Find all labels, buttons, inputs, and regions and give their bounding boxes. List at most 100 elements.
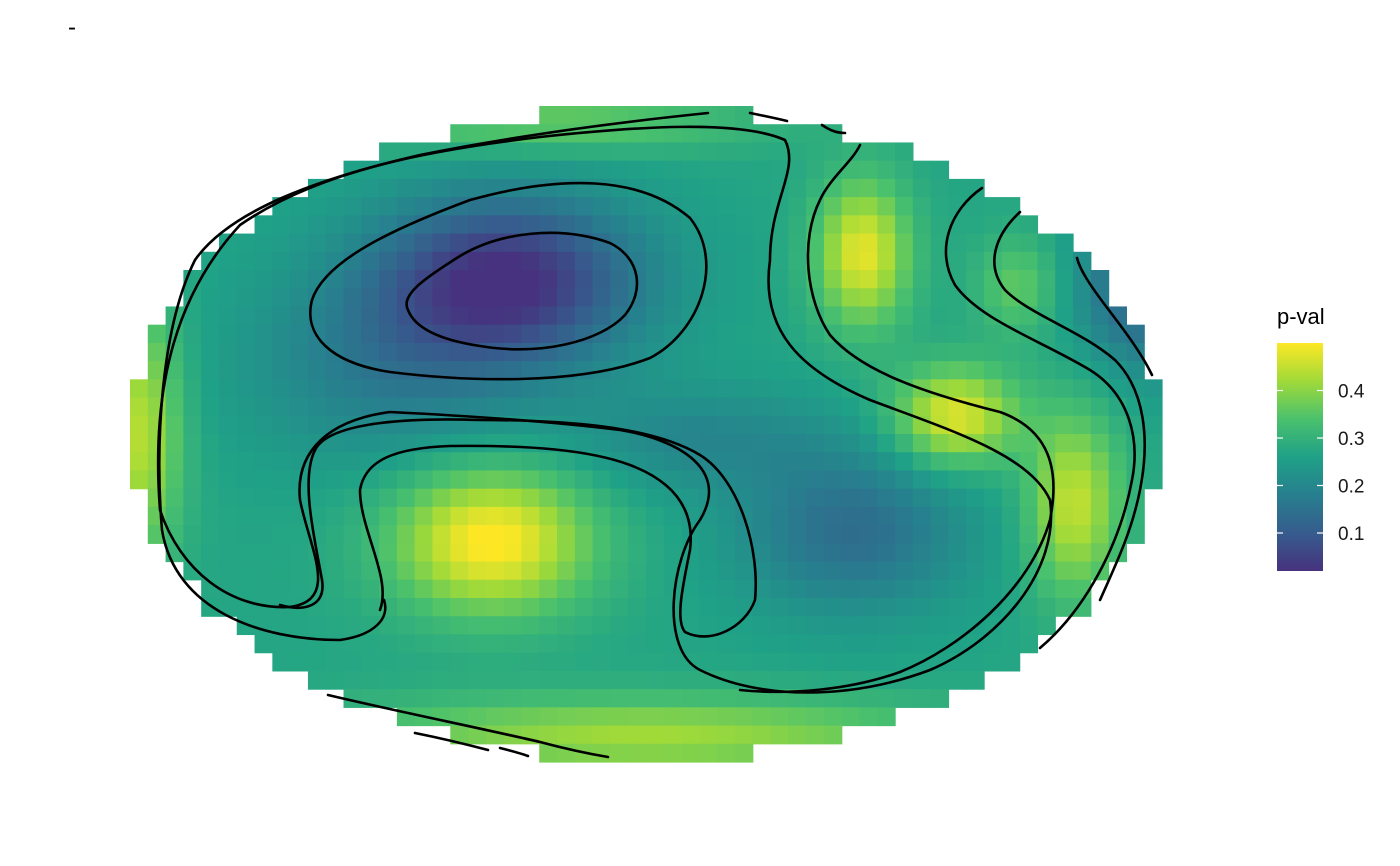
heatmap-cell [325, 215, 345, 235]
heatmap-cell [823, 707, 843, 727]
heatmap-cell [1055, 306, 1074, 326]
heatmap-cell [343, 233, 362, 253]
heatmap-cell [503, 689, 523, 708]
heatmap-cell [201, 561, 220, 581]
heatmap-cell [628, 160, 647, 180]
heatmap-cell [432, 616, 451, 636]
heatmap-cell [521, 342, 540, 362]
heatmap-cell [1090, 270, 1110, 289]
legend-colorbar [1277, 343, 1323, 571]
heatmap-cell [699, 178, 718, 198]
legend: p-val 0.1 0.2 0.3 0.4 [1277, 304, 1365, 571]
heatmap-cell [895, 689, 914, 708]
heatmap-cell [770, 707, 789, 727]
heatmap-cell [752, 434, 772, 453]
heatmap-cell [468, 670, 487, 690]
heatmap-cell [592, 743, 612, 763]
heatmap-cell [1055, 397, 1074, 417]
heatmap-cell [396, 233, 416, 253]
heatmap-cell [734, 251, 754, 271]
heatmap-cell [984, 415, 1003, 435]
heatmap-cell [468, 361, 487, 380]
heatmap-cell [895, 670, 914, 690]
heatmap-cell [663, 106, 683, 125]
heatmap-cell [130, 379, 149, 399]
heatmap-cell [734, 361, 754, 380]
heatmap-cell [859, 506, 878, 526]
heatmap-cell [343, 215, 362, 235]
heatmap-cell [361, 670, 380, 690]
heatmap-cell [717, 342, 736, 362]
heatmap-cell [859, 142, 878, 162]
heatmap-cell [752, 178, 772, 198]
heatmap-cell [414, 543, 434, 563]
heatmap-cell [325, 561, 345, 581]
heatmap-cell [236, 361, 256, 380]
heatmap-cell [877, 342, 896, 362]
heatmap-cell [468, 251, 487, 271]
heatmap-cell [432, 488, 451, 508]
heatmap-cell [1019, 616, 1039, 636]
heatmap-cell [770, 470, 789, 490]
heatmap-cell [450, 288, 469, 308]
heatmap-cell [770, 652, 789, 672]
heatmap-cell [877, 488, 896, 508]
heatmap-cell [1090, 324, 1110, 344]
heatmap-cell [450, 579, 469, 599]
heatmap-cell [183, 361, 202, 380]
heatmap-cell [236, 324, 256, 344]
heatmap-cell [1090, 342, 1110, 362]
heatmap-cell [948, 233, 967, 253]
heatmap-cell [806, 543, 825, 563]
heatmap-cell [254, 215, 273, 235]
heatmap-cell [610, 379, 629, 399]
heatmap-cell [414, 288, 434, 308]
heatmap-cell [592, 215, 612, 235]
heatmap-cell [307, 342, 327, 362]
contour-line [1075, 256, 1154, 377]
heatmap-cell [539, 324, 558, 344]
heatmap-cell [165, 379, 184, 399]
heatmap-cell [539, 525, 558, 544]
heatmap-cell [770, 725, 789, 745]
heatmap-cell [236, 488, 256, 508]
heatmap-cell [1037, 434, 1056, 453]
heatmap-cell [912, 543, 932, 563]
heatmap-cell [485, 725, 505, 745]
heatmap-cell [770, 506, 789, 526]
heatmap-cell [218, 233, 238, 253]
heatmap-cell [912, 233, 932, 253]
heatmap-cell [503, 707, 523, 727]
heatmap-cell [503, 434, 523, 453]
heatmap-cell [183, 488, 202, 508]
heatmap-cell [1073, 306, 1092, 326]
heatmap-cell [1037, 270, 1056, 289]
heatmap-cell [557, 434, 576, 453]
heatmap-cell [503, 579, 523, 599]
heatmap-cell [396, 652, 416, 672]
heatmap-cell [628, 634, 647, 654]
heatmap-cell [930, 251, 950, 271]
heatmap-cell [574, 452, 594, 472]
heatmap-cell [468, 178, 487, 198]
heatmap-cell [361, 178, 380, 198]
heatmap-cell [841, 197, 861, 216]
heatmap-cell [379, 342, 398, 362]
heatmap-cell [752, 233, 772, 253]
heatmap-cell [966, 452, 985, 472]
heatmap-cell [557, 579, 576, 599]
heatmap-cell [734, 470, 754, 490]
heatmap-cell [218, 452, 238, 472]
heatmap-cell [539, 288, 558, 308]
heatmap-cell [130, 470, 149, 490]
heatmap-cell [717, 506, 736, 526]
heatmap-cell [592, 543, 612, 563]
heatmap-cell [183, 434, 202, 453]
heatmap-cell [895, 361, 914, 380]
heatmap-cell [806, 379, 825, 399]
heatmap-cell [770, 452, 789, 472]
heatmap-cell [877, 525, 896, 544]
heatmap-cell [432, 561, 451, 581]
heatmap-cell [610, 270, 629, 289]
heatmap-cell [788, 415, 807, 435]
